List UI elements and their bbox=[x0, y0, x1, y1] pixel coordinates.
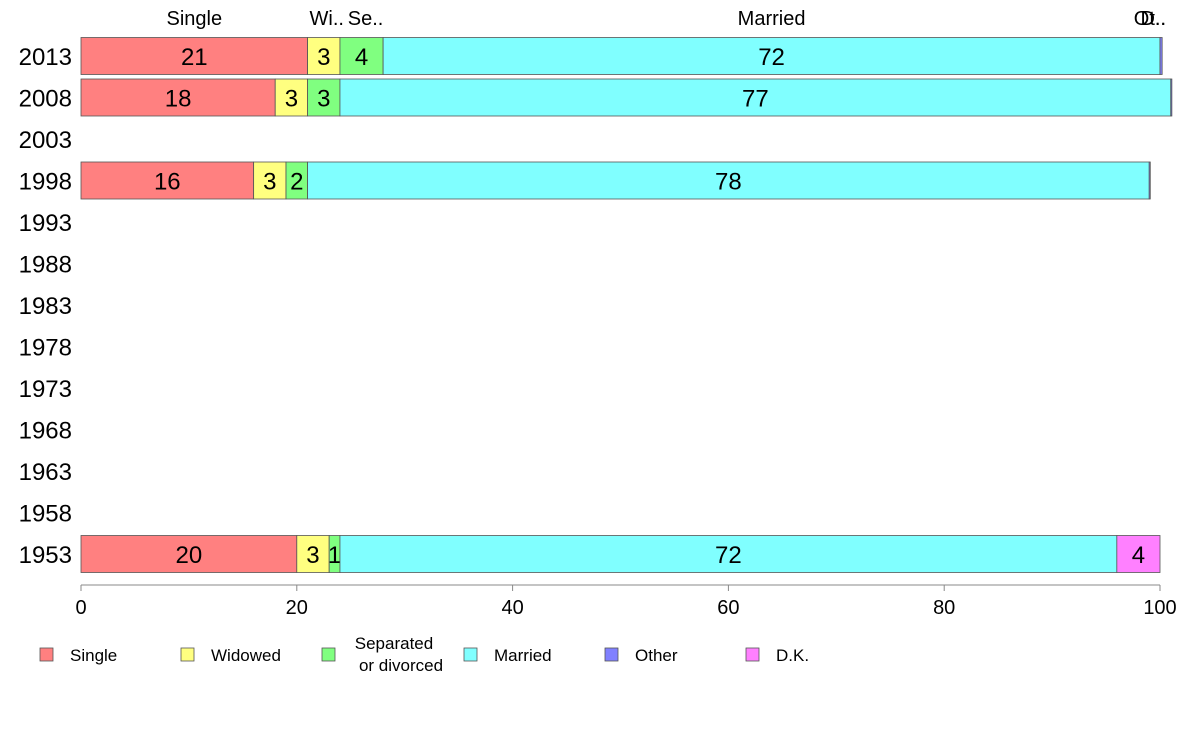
bar-segment bbox=[307, 161, 1150, 200]
x-tick-label: 80 bbox=[933, 597, 955, 619]
legend-swatch bbox=[39, 647, 54, 662]
top-category-label: Wi.. bbox=[310, 8, 344, 30]
bar-value-label: 1 bbox=[328, 542, 341, 569]
year-label: 1973 bbox=[19, 376, 72, 403]
year-label: 1983 bbox=[19, 293, 72, 320]
year-label: 1963 bbox=[19, 459, 72, 486]
bar-segment bbox=[296, 535, 330, 573]
legend-label: D.K. bbox=[776, 646, 809, 665]
year-label: 1978 bbox=[19, 335, 72, 362]
x-tick-label: 40 bbox=[501, 597, 523, 619]
bar-segment bbox=[80, 535, 298, 573]
bar-value-label: 2 bbox=[290, 169, 303, 196]
bar-segment bbox=[382, 37, 1161, 75]
bar-segment bbox=[307, 37, 341, 75]
bar-value-label: 77 bbox=[742, 86, 769, 113]
bar-value-label: 3 bbox=[317, 86, 330, 113]
bar-value-label: 72 bbox=[758, 44, 785, 71]
bar-segment bbox=[339, 535, 1118, 573]
year-label: 1968 bbox=[19, 418, 72, 445]
legend-label: Separated bbox=[355, 634, 433, 653]
legend-swatch bbox=[321, 647, 336, 662]
legend-label: Married bbox=[494, 646, 552, 665]
bar-segment bbox=[339, 37, 384, 75]
year-label: 1958 bbox=[19, 501, 72, 528]
legend-label: Single bbox=[70, 646, 117, 665]
legend-swatch bbox=[180, 647, 195, 662]
bar-value-label: 72 bbox=[715, 542, 742, 569]
year-label: 2003 bbox=[19, 127, 72, 154]
bar-value-label: 20 bbox=[176, 542, 203, 569]
legend-label: Other bbox=[635, 646, 678, 665]
x-tick-label: 100 bbox=[1143, 597, 1176, 619]
bar-value-label: 4 bbox=[355, 44, 368, 71]
bar-segment bbox=[1170, 78, 1173, 117]
bar-segment bbox=[1159, 37, 1163, 75]
year-label: 1988 bbox=[19, 252, 72, 279]
top-category-label: Married bbox=[738, 8, 806, 30]
top-category-label: Se.. bbox=[348, 8, 384, 30]
year-label: 2013 bbox=[19, 44, 72, 71]
legend-swatch bbox=[463, 647, 478, 662]
x-tick-label: 60 bbox=[717, 597, 739, 619]
bar-segment bbox=[1116, 535, 1161, 573]
bar-segment bbox=[80, 161, 255, 200]
bar-value-label: 18 bbox=[165, 86, 192, 113]
bar-segment bbox=[80, 37, 308, 75]
bar-segment bbox=[253, 161, 287, 200]
top-category-label: Single bbox=[166, 8, 222, 30]
bar-value-label: 16 bbox=[154, 169, 181, 196]
bar-segment bbox=[1148, 161, 1151, 200]
bar-value-label: 3 bbox=[285, 86, 298, 113]
year-label: 1993 bbox=[19, 210, 72, 237]
legend-swatch bbox=[745, 647, 760, 662]
bar-segment bbox=[80, 78, 276, 117]
bar-segment bbox=[274, 78, 308, 117]
year-label: 2008 bbox=[19, 86, 72, 113]
bar-value-label: 3 bbox=[263, 169, 276, 196]
legend-label: Widowed bbox=[211, 646, 281, 665]
legend-swatch bbox=[604, 647, 619, 662]
x-tick-label: 20 bbox=[286, 597, 308, 619]
legend-label: or divorced bbox=[359, 656, 443, 675]
bar-value-label: 4 bbox=[1132, 542, 1145, 569]
bar-value-label: 3 bbox=[306, 542, 319, 569]
bar-segment bbox=[307, 78, 341, 117]
year-label: 1998 bbox=[19, 169, 72, 196]
year-label: 1953 bbox=[19, 542, 72, 569]
top-category-label: D.. bbox=[1140, 8, 1166, 30]
bar-value-label: 3 bbox=[317, 44, 330, 71]
top-category-label: Ot.. bbox=[1134, 8, 1166, 30]
bar-value-label: 78 bbox=[715, 169, 742, 196]
x-tick-label: 0 bbox=[75, 597, 86, 619]
bar-segment bbox=[339, 78, 1172, 117]
bar-value-label: 21 bbox=[181, 44, 208, 71]
